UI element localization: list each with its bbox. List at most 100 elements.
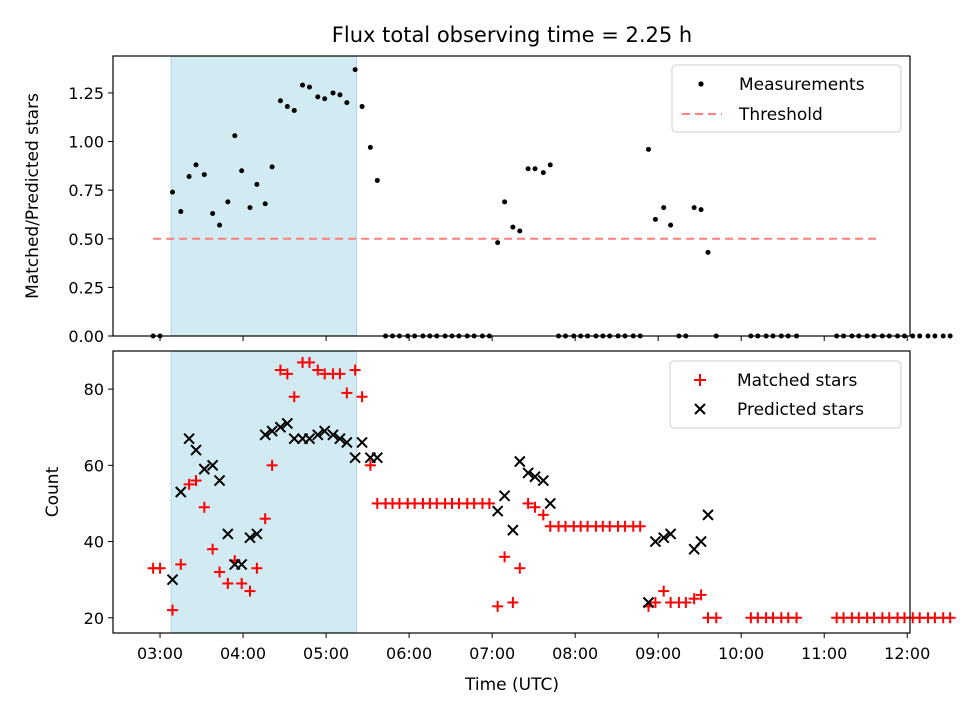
matched-star-point (312, 364, 324, 376)
predicted-marker-b (183, 432, 195, 445)
measurement-point (217, 222, 223, 228)
top-y-tick-label: 1.00 (68, 133, 104, 152)
x-tick-label: 12:00 (884, 644, 930, 663)
x-axis-label: Time (UTC) (464, 675, 559, 695)
predicted-marker-b (266, 425, 278, 437)
matched-star-point (244, 585, 256, 597)
predicted-star-point (312, 429, 324, 441)
predicted-marker-b (702, 509, 714, 521)
predicted-marker-b (175, 486, 187, 498)
measurement-point (186, 174, 192, 180)
predicted-marker-b (349, 451, 361, 464)
predicted-marker-b (190, 444, 202, 456)
x-tick-label: 04:00 (220, 644, 266, 663)
predicted-marker-b (529, 471, 541, 483)
predicted-marker-b (251, 528, 263, 540)
matched-star-point (251, 562, 263, 574)
matched-star-point (214, 566, 226, 578)
measurement-point (652, 216, 658, 222)
x-tick-label: 03:00 (137, 644, 183, 663)
measurement-point (932, 333, 938, 339)
top-panel: 0.00 0.25 0.50 0.75 1.00 1.25 Matched/Predict… (23, 55, 953, 346)
predicted-marker-b (235, 558, 248, 571)
predicted-marker-b (198, 463, 211, 475)
legend-threshold: Threshold (738, 105, 823, 125)
measurement-point (306, 84, 312, 90)
predicted-star-point (356, 436, 368, 449)
matched-stars-points (147, 356, 956, 624)
measurement-point (691, 205, 697, 211)
predicted-marker-b (695, 535, 707, 548)
matched-legend-marker (694, 374, 706, 386)
predicted-marker-b (544, 497, 556, 510)
measurement-point (917, 333, 923, 339)
predicted-star-point (166, 573, 179, 586)
predicted-star-point (522, 467, 534, 479)
predicted-marker-b (303, 432, 316, 445)
x-tick-label: 05:00 (303, 644, 349, 663)
predicted-star-point (303, 432, 316, 445)
measurement-point (925, 333, 931, 339)
measurement-point (291, 107, 297, 113)
top-observing-span (170, 55, 358, 337)
measurement-point (254, 181, 260, 187)
predicted-stars-points (166, 417, 714, 609)
measurement-point (315, 94, 321, 100)
predicted-star-point (274, 421, 287, 433)
chart-title: Flux total observing time = 2.25 h (332, 23, 692, 47)
matched-star-point (274, 364, 286, 376)
predicted-marker-b (498, 490, 511, 502)
measurement-point (210, 211, 216, 216)
top-y-tick-label: 1.25 (68, 84, 104, 103)
top-y-tick-label: 0.25 (68, 278, 104, 297)
measurement-point (247, 205, 253, 211)
bottom-legend-frame (669, 360, 902, 429)
x-tick-label: 11:00 (801, 644, 847, 663)
predicted-star-point (259, 429, 271, 441)
predicted-star-point (190, 444, 202, 456)
predicted-star-point (341, 436, 353, 449)
predicted-marker-b (327, 429, 339, 441)
matched-star-point (492, 600, 504, 612)
predicted-star-point (244, 532, 256, 544)
measurement-point (525, 166, 531, 172)
predicted-marker-b (213, 474, 226, 487)
predicted-marker-b (274, 421, 287, 433)
top-y-tick-label: 0.75 (68, 181, 104, 200)
matched-star-point (944, 612, 956, 624)
predicted-star-point (537, 474, 550, 487)
bottom-x-ticks: 03:00 04:00 05:00 06:00 07:00 08:00 09:00 10:00… (137, 633, 930, 663)
predicted-marker-b (649, 535, 662, 548)
predicted-star-point (349, 451, 361, 464)
bottom-y-tick-label: 20 (84, 609, 104, 628)
measurement-point (269, 164, 275, 170)
matched-star-point (499, 551, 511, 563)
predicted-star-point (281, 417, 294, 430)
matched-star-point (507, 597, 519, 609)
predicted-star-point (507, 524, 519, 536)
predicted-marker-b (514, 455, 526, 468)
measurement-point (502, 199, 508, 205)
predicted-marker-b (664, 528, 677, 540)
matched-star-point (266, 459, 278, 471)
measurement-point (547, 162, 553, 168)
top-legend: Measurements Threshold (671, 64, 902, 133)
predicted-star-point (544, 497, 556, 510)
predicted-marker-b (222, 528, 234, 540)
measurement-point (495, 240, 501, 246)
matched-star-point (190, 475, 202, 487)
measurement-point (367, 144, 373, 150)
measurement-point (322, 96, 328, 102)
measurement-point (262, 201, 268, 207)
predicted-star-point (657, 532, 670, 544)
matched-star-point (791, 612, 803, 624)
measurement-point (532, 166, 538, 172)
top-x-ticks (159, 336, 908, 341)
x-tick-label: 08:00 (552, 644, 598, 663)
predicted-star-point (235, 558, 248, 571)
matched-star-point (281, 368, 293, 380)
predicted-marker-b (281, 417, 294, 430)
measurement-point (947, 333, 953, 339)
measurement-point (910, 333, 916, 339)
